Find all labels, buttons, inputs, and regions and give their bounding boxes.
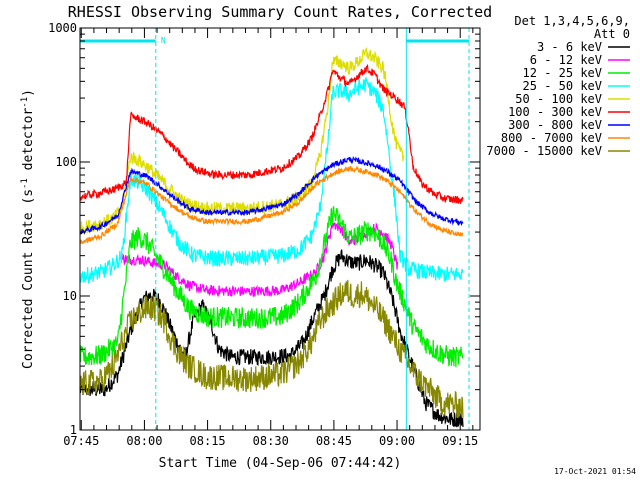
- y-tick-label: 100: [55, 155, 77, 169]
- series-line: [79, 249, 464, 428]
- x-tick-label: 07:45: [63, 434, 99, 448]
- legend-label: 12 - 25 keV: [523, 66, 602, 80]
- night-label: N: [161, 36, 166, 45]
- series-layer: [79, 46, 464, 428]
- series-line: [79, 279, 464, 419]
- marker-layer: N: [80, 28, 470, 430]
- chart-title: RHESSI Observing Summary Count Rates, Co…: [68, 3, 492, 21]
- footer-timestamp: 17-Oct-2021 01:54: [554, 467, 636, 476]
- y-axis-label-part: detector: [21, 108, 36, 179]
- x-tick-label: 09:00: [379, 434, 415, 448]
- y-axis-label-exponent: -1: [20, 178, 30, 189]
- legend-label: 25 - 50 keV: [523, 79, 602, 93]
- legend-header: Att 0: [594, 27, 630, 41]
- y-tick-label: 1: [70, 423, 77, 437]
- x-tick-label: 08:30: [253, 434, 289, 448]
- plot-area: N: [79, 27, 481, 431]
- legend-label: 800 - 7000 keV: [501, 131, 602, 145]
- x-axis: 07:45 08:00 08:15 08:30 08:45 09:00 09:15: [63, 28, 478, 448]
- plot-frame: [79, 27, 481, 431]
- y-axis-label: Corrected Count Rate (s-1 detector-1): [20, 89, 36, 369]
- x-tick-label: 08:15: [190, 434, 226, 448]
- series-line: [79, 63, 464, 204]
- y-axis-label-part: Corrected Count Rate (s: [21, 189, 36, 369]
- legend-label: 50 - 100 keV: [515, 92, 602, 106]
- y-axis-label-exponent: -1: [20, 97, 30, 108]
- x-tick-label: 09:15: [442, 434, 478, 448]
- x-tick-label: 08:45: [316, 434, 352, 448]
- series-line: [79, 156, 464, 235]
- series-line: [79, 165, 464, 245]
- legend-label: 300 - 800 keV: [508, 118, 602, 132]
- series-line: [79, 46, 405, 235]
- series-line: [79, 206, 464, 368]
- legend-label: 3 - 6 keV: [537, 40, 602, 54]
- y-axis-label-part: ): [21, 89, 36, 97]
- y-tick-label: 1000: [48, 21, 77, 35]
- y-tick-label: 10: [63, 289, 77, 303]
- legend-label: 6 - 12 keV: [530, 53, 602, 67]
- x-axis-label: Start Time (04-Sep-06 07:44:42): [159, 456, 402, 471]
- y-axis: 1 10 100 1000: [48, 21, 480, 437]
- legend-label: 100 - 300 keV: [508, 105, 602, 119]
- x-tick-label: 08:00: [126, 434, 162, 448]
- legend-header: Det 1,3,4,5,6,9,: [514, 14, 630, 28]
- legend-label: 7000 - 15000 keV: [486, 144, 602, 158]
